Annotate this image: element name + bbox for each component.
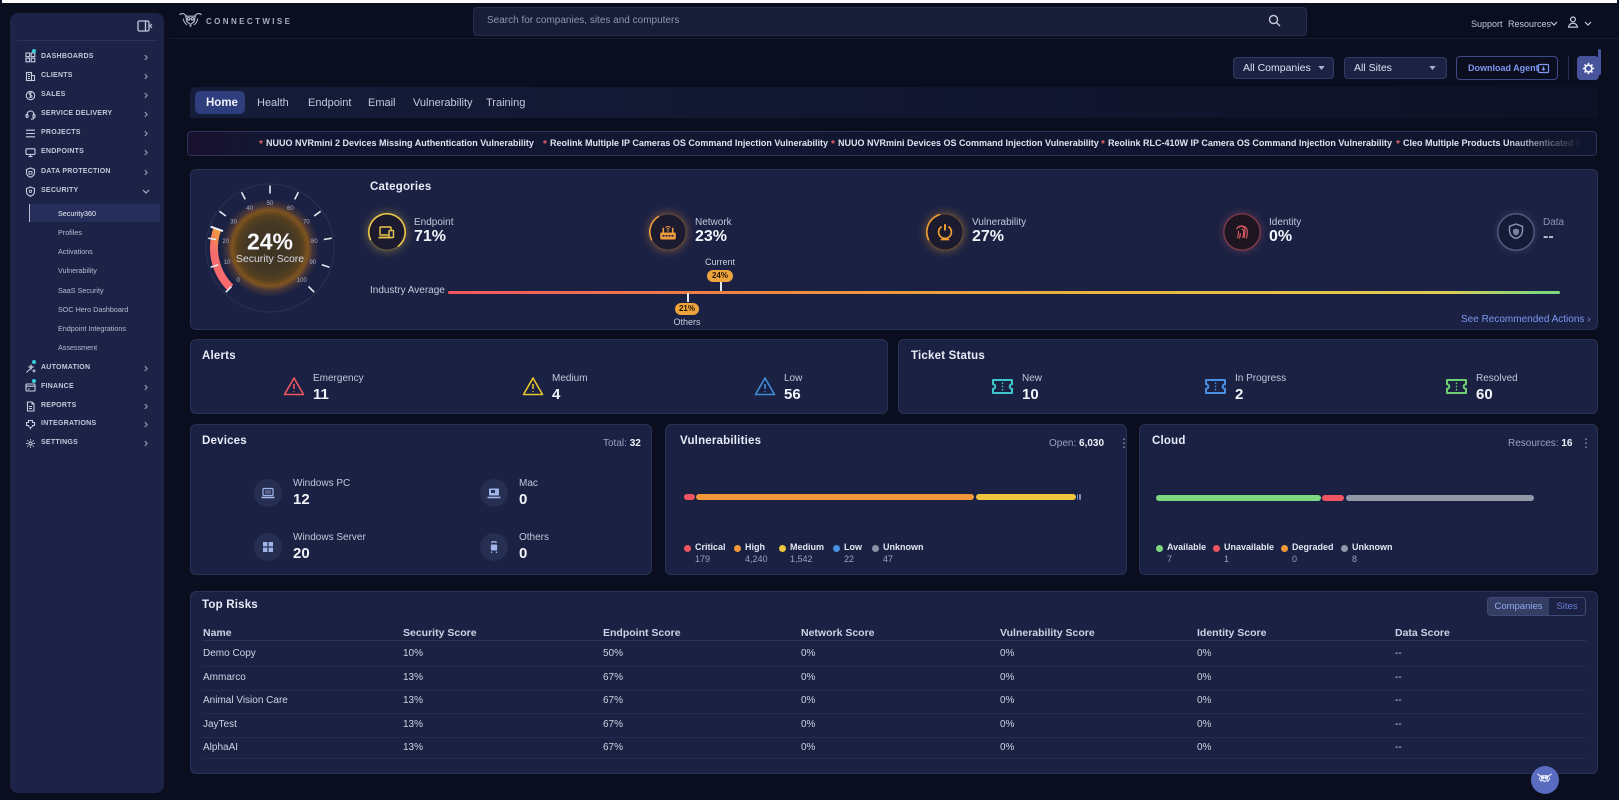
svg-text:10: 10 <box>224 260 231 266</box>
svg-text:30: 30 <box>230 220 237 226</box>
svg-text:20: 20 <box>222 239 229 245</box>
svg-text:90: 90 <box>309 260 316 266</box>
svg-text:70: 70 <box>303 220 310 226</box>
svg-text:100: 100 <box>297 278 308 284</box>
svg-text:40: 40 <box>246 206 253 212</box>
svg-text:80: 80 <box>311 239 318 245</box>
svg-text:60: 60 <box>287 206 294 212</box>
svg-text:0: 0 <box>237 278 241 284</box>
svg-text:Security Score: Security Score <box>236 253 304 265</box>
svg-text:24%: 24% <box>247 229 293 255</box>
svg-text:50: 50 <box>267 201 274 207</box>
